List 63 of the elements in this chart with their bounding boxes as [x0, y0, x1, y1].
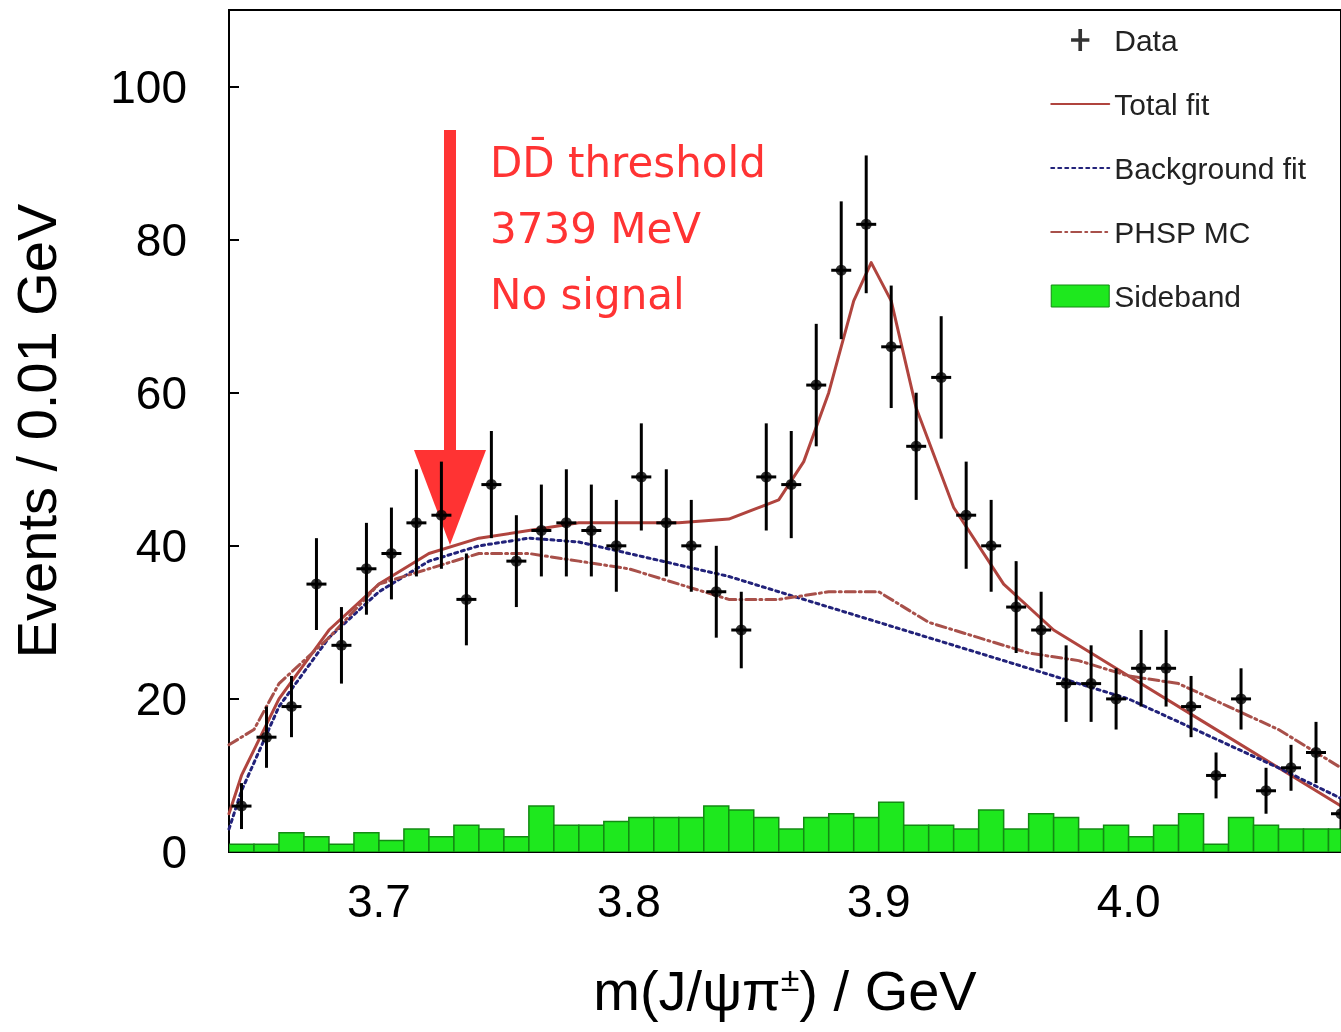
point: [260, 731, 272, 743]
point: [935, 371, 947, 383]
point: [1110, 693, 1122, 705]
point: [810, 379, 822, 391]
legend-label: Background fit: [1114, 151, 1307, 185]
y-tick-label: 20: [135, 672, 187, 725]
x-tick-label: 3.7: [346, 875, 411, 927]
point: [710, 586, 722, 598]
point: [236, 800, 247, 812]
y-tick-label: 100: [110, 60, 187, 113]
point: [1235, 693, 1247, 705]
point: [360, 563, 372, 575]
point: [535, 525, 547, 537]
point: [335, 639, 347, 651]
point: [785, 479, 797, 491]
point: [460, 593, 472, 605]
point: [560, 517, 572, 529]
legend-label: Data: [1114, 23, 1178, 57]
legend-label: PHSP MC: [1114, 215, 1251, 249]
point: [510, 555, 522, 567]
point: [1285, 762, 1297, 774]
point: [660, 517, 672, 529]
point: [860, 218, 872, 230]
point: [735, 624, 747, 636]
x-tick-label: 4.0: [1096, 875, 1161, 927]
x-axis-title: m(J/ψπ±) / GeV: [593, 958, 978, 1022]
point: [685, 540, 697, 552]
point: [610, 540, 622, 552]
point: [1010, 601, 1022, 613]
point: [1310, 746, 1322, 758]
point: [1135, 662, 1147, 674]
point: [410, 517, 422, 529]
y-tick-label: 40: [135, 519, 187, 572]
legend-label: Sideband: [1114, 279, 1242, 313]
line-series: [227, 536, 1341, 831]
point: [1060, 678, 1072, 690]
point: [635, 471, 647, 483]
point: [760, 471, 772, 483]
x-tick-label: 3.9: [846, 875, 911, 927]
point: [385, 547, 397, 559]
y-tick-label: 60: [135, 366, 187, 419]
y-axis-title: Events / 0.01 GeV: [4, 203, 68, 659]
legend-label: Total fit: [1114, 87, 1210, 121]
x-tick-label: 3.8: [596, 875, 661, 927]
point: [910, 440, 922, 452]
point: [435, 509, 447, 521]
y-tick-label: 80: [135, 213, 187, 266]
point: [1260, 785, 1272, 797]
point: [285, 701, 297, 713]
point: [985, 540, 997, 552]
point: [885, 341, 897, 353]
point: [1160, 662, 1172, 674]
point: [485, 479, 497, 491]
point: [1085, 678, 1097, 690]
point: [1035, 624, 1047, 636]
point: [585, 525, 597, 537]
y-tick-label: 0: [161, 826, 187, 878]
annotation: DD̄ threshold 3739 MeV No signal: [490, 136, 766, 321]
point: [835, 264, 847, 276]
point: [310, 578, 322, 590]
point: [1185, 701, 1197, 713]
point: [1210, 769, 1222, 781]
point: [960, 509, 972, 521]
